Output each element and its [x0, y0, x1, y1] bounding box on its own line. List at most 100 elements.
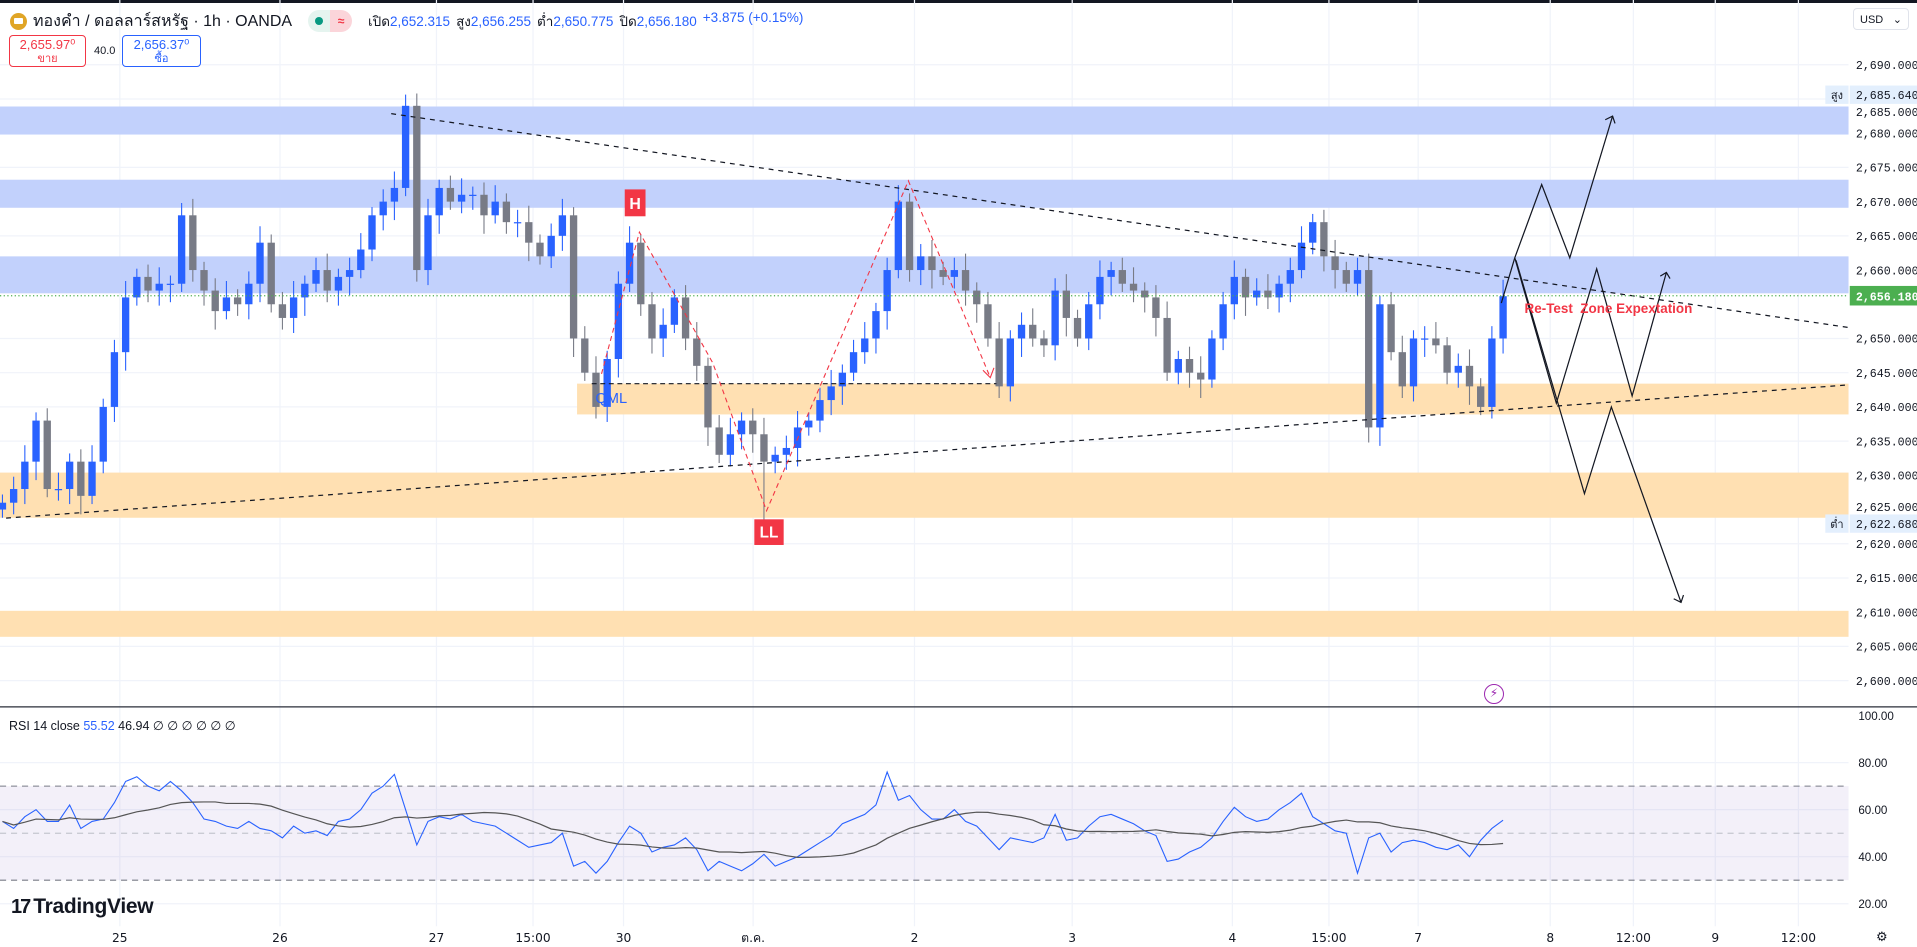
bearish-candle[interactable]	[189, 215, 197, 271]
bearish-candle[interactable]	[1040, 338, 1048, 346]
bullish-candle[interactable]	[558, 215, 567, 236]
bearish-candle[interactable]	[267, 242, 275, 305]
bullish-candle[interactable]	[1006, 338, 1015, 387]
bearish-candle[interactable]	[43, 420, 51, 490]
demand-zone[interactable]	[0, 610, 1849, 637]
bullish-candle[interactable]	[1253, 290, 1261, 298]
bullish-candle[interactable]	[357, 249, 365, 271]
bearish-candle[interactable]	[1163, 317, 1171, 373]
structure-zigzag[interactable]	[600, 179, 991, 513]
bearish-candle[interactable]	[581, 338, 589, 373]
rsi-line[interactable]	[2, 770, 1504, 876]
bullish-candle[interactable]	[1208, 338, 1216, 380]
sell-button[interactable]: 2,655.97⁰ ขาย	[9, 35, 86, 67]
bullish-candle[interactable]	[816, 400, 824, 421]
projection-path-bearish[interactable]	[1515, 260, 1682, 603]
bearish-candle[interactable]	[1264, 290, 1272, 298]
bearish-candle[interactable]	[1241, 276, 1250, 298]
bullish-candle[interactable]	[603, 359, 611, 407]
bullish-candle[interactable]	[1376, 304, 1384, 428]
bullish-candle[interactable]	[99, 406, 107, 462]
bearish-candle[interactable]	[995, 338, 1003, 387]
supply-zone[interactable]	[0, 106, 1849, 135]
bearish-candle[interactable]	[1365, 270, 1373, 428]
projection-path-retest[interactable]	[1514, 257, 1667, 406]
bullish-candle[interactable]	[737, 420, 746, 435]
bearish-candle[interactable]	[681, 297, 690, 339]
bearish-candle[interactable]	[1465, 365, 1474, 387]
bearish-candle[interactable]	[1477, 386, 1485, 407]
bullish-candle[interactable]	[1297, 242, 1306, 271]
bearish-candle[interactable]	[1029, 324, 1037, 339]
bearish-candle[interactable]	[144, 276, 152, 291]
bearish-candle[interactable]	[569, 215, 578, 339]
bullish-candle[interactable]	[625, 242, 634, 284]
currency-select[interactable]: USD ⌄	[1853, 8, 1909, 30]
bullish-candle[interactable]	[1107, 270, 1115, 277]
bullish-candle[interactable]	[222, 297, 231, 312]
bearish-candle[interactable]	[1387, 304, 1395, 353]
bearish-candle[interactable]	[502, 201, 511, 223]
bearish-candle[interactable]	[715, 427, 723, 455]
projection-path-bullish[interactable]	[1500, 115, 1614, 304]
bullish-candle[interactable]	[1286, 270, 1294, 284]
bullish-candle[interactable]	[1275, 283, 1283, 298]
bullish-candle[interactable]	[1219, 304, 1227, 339]
supply-zone[interactable]	[0, 179, 1849, 208]
bearish-candle[interactable]	[1129, 283, 1138, 291]
bullish-candle[interactable]	[245, 283, 253, 305]
bullish-candle[interactable]	[872, 311, 880, 339]
bearish-candle[interactable]	[693, 338, 701, 366]
settings-icon[interactable]: ⚙	[1876, 929, 1888, 944]
bullish-candle[interactable]	[771, 454, 779, 462]
bullish-candle[interactable]	[312, 270, 320, 284]
bullish-candle[interactable]	[469, 194, 477, 196]
bearish-candle[interactable]	[984, 304, 992, 339]
bullish-candle[interactable]	[1051, 290, 1059, 346]
bullish-candle[interactable]	[401, 105, 410, 188]
bullish-candle[interactable]	[614, 283, 623, 360]
bullish-candle[interactable]	[1353, 270, 1362, 284]
bullish-candle[interactable]	[368, 215, 376, 250]
bullish-candle[interactable]	[1488, 338, 1496, 407]
time-axis[interactable]: 25 26 27 15:00 30 ต.ค. 2 3 4 15:00 7 8 12:00 9 12:00	[112, 931, 1816, 945]
bullish-candle[interactable]	[1096, 276, 1104, 305]
bullish-candle[interactable]	[491, 201, 499, 216]
bearish-candle[interactable]	[77, 461, 85, 496]
bearish-candle[interactable]	[592, 372, 600, 407]
retest-zone-text[interactable]: Re-Test Zone Expextation	[1525, 301, 1693, 316]
bullish-candle[interactable]	[32, 420, 40, 462]
bearish-candle[interactable]	[233, 297, 242, 305]
lightning-icon[interactable]: ⚡	[1484, 684, 1504, 704]
bullish-candle[interactable]	[950, 270, 959, 277]
bullish-candle[interactable]	[1085, 304, 1093, 339]
bullish-candle[interactable]	[424, 215, 432, 271]
bullish-candle[interactable]	[166, 283, 175, 285]
qml-label[interactable]: QML	[595, 391, 627, 407]
rsi-legend[interactable]: RSI 14 close 55.52 46.94 ∅ ∅ ∅ ∅ ∅ ∅	[9, 718, 236, 733]
bullish-candle[interactable]	[547, 235, 555, 257]
bullish-candle[interactable]	[390, 187, 399, 202]
bullish-candle[interactable]	[379, 201, 387, 216]
h-label-box[interactable]	[624, 189, 646, 217]
bearish-candle[interactable]	[1073, 317, 1082, 339]
bullish-candle[interactable]	[1499, 296, 1507, 339]
bearish-candle[interactable]	[525, 222, 533, 243]
bullish-candle[interactable]	[65, 461, 74, 490]
bearish-candle[interactable]	[536, 242, 544, 257]
bullish-candle[interactable]	[110, 352, 119, 407]
bullish-candle[interactable]	[0, 502, 7, 510]
bearish-candle[interactable]	[961, 270, 970, 291]
bullish-candle[interactable]	[513, 222, 522, 224]
bullish-candle[interactable]	[177, 215, 186, 284]
buy-button[interactable]: 2,656.37⁰ ซื้อ	[122, 35, 201, 67]
bullish-candle[interactable]	[849, 352, 858, 373]
demand-zone[interactable]	[0, 472, 1849, 518]
bullish-candle[interactable]	[301, 283, 309, 298]
ascending-trendline[interactable]	[6, 384, 1849, 519]
bearish-candle[interactable]	[905, 201, 914, 271]
bearish-candle[interactable]	[211, 290, 219, 312]
ll-label-box[interactable]	[754, 519, 784, 545]
bullish-candle[interactable]	[1454, 365, 1462, 373]
